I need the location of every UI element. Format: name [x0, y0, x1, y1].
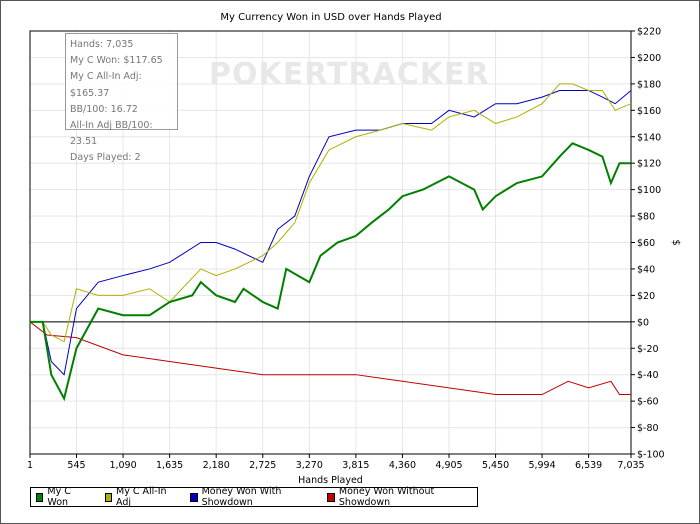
- y-tick-label: $-60: [637, 397, 659, 408]
- y-axis-label: $: [670, 239, 681, 245]
- series-line-money-won-without-showdown: [29, 321, 631, 396]
- legend-swatch: [104, 492, 113, 502]
- legend-item: Money Won With Showdown: [190, 486, 306, 508]
- y-tick-label: $140: [637, 132, 661, 143]
- x-tick-label: 6,539: [575, 460, 602, 471]
- stats-tooltip: Hands: 7,035 My C Won: $117.65 My C All-…: [65, 33, 178, 163]
- tooltip-hands: Hands: 7,035: [70, 39, 134, 50]
- y-tick-label: $-20: [637, 344, 659, 355]
- x-tick-label: 1,635: [156, 460, 183, 471]
- x-tick-label: 1,090: [109, 460, 136, 471]
- x-tick-label: 4,360: [389, 460, 416, 471]
- y-tick-label: $100: [637, 185, 661, 196]
- pokertracker-watermark: POKERTRACKER: [209, 57, 490, 92]
- y-tick-label: $220: [637, 27, 661, 38]
- y-tick-label: $200: [637, 53, 661, 64]
- x-tick-label: 1: [27, 460, 33, 471]
- legend: My C Won My C All-In Adj Money Won With Sh…: [30, 486, 478, 508]
- x-tick-label: 5,450: [482, 460, 509, 471]
- y-tick-label: $40: [637, 264, 655, 275]
- x-tick-label: 7,035: [617, 460, 644, 471]
- legend-label: My C Won: [47, 486, 71, 508]
- x-tick-label: 545: [67, 460, 85, 471]
- x-tick-label: 2,180: [203, 460, 230, 471]
- legend-item: Money Won Without Showdown: [327, 486, 456, 508]
- y-tick-label: $-40: [637, 370, 659, 381]
- legend-label: My C All-In Adj: [116, 486, 167, 508]
- legend-item: My C Won: [36, 486, 84, 508]
- tooltip-bb100: BB/100: 16.72: [70, 103, 138, 115]
- legend-label: Money Won With Showdown: [201, 486, 282, 508]
- y-tick-label: $-80: [637, 423, 659, 434]
- tooltip-won: My C Won: $117.65: [70, 55, 163, 67]
- x-tick-label: 3,270: [296, 460, 323, 471]
- x-tick-label: 3,815: [342, 460, 369, 471]
- tooltip-days: Days Played: 2: [70, 152, 141, 164]
- y-tick-label: $-100: [637, 450, 665, 461]
- tooltip-allin-adj: My C All-In Adj: $165.37: [70, 71, 142, 99]
- y-tick-label: $80: [637, 212, 655, 223]
- x-axis-label: Hands Played: [298, 475, 363, 486]
- x-tick-label: 2,725: [249, 460, 276, 471]
- plot-frame: [29, 30, 632, 455]
- legend-swatch: [190, 492, 198, 502]
- series-line-money-won-with-showdown: [30, 89, 632, 376]
- y-tick-label: $120: [637, 159, 661, 170]
- series-line-my-c-won: [30, 142, 631, 402]
- legend-swatch: [36, 492, 44, 502]
- series-line-my-c-all-in-adj: [30, 83, 632, 343]
- tooltip-allin-bb100: All-In Adj BB/100: 23.51: [70, 120, 153, 148]
- y-tick-label: $180: [637, 79, 661, 90]
- y-tick-label: $0: [637, 317, 649, 328]
- x-tick-label: 5,994: [528, 460, 555, 471]
- y-tick-label: $60: [637, 238, 655, 249]
- chart-title: My Currency Won in USD over Hands Played: [220, 12, 442, 23]
- y-tick-label: $160: [637, 106, 661, 117]
- legend-swatch: [327, 492, 335, 502]
- legend-item: My C All-In Adj: [104, 486, 170, 508]
- y-tick-label: $20: [637, 291, 655, 302]
- x-tick-label: 4,905: [435, 460, 462, 471]
- legend-label: Money Won Without Showdown: [338, 486, 435, 508]
